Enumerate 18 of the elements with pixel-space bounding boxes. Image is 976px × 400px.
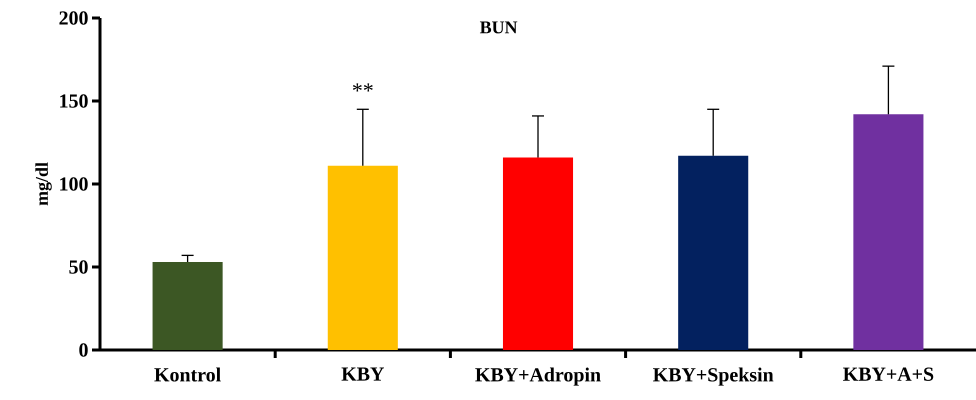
bar bbox=[678, 156, 748, 350]
x-tick-label: KBY+A+S bbox=[843, 368, 934, 381]
y-tick-label: 100 bbox=[60, 177, 88, 191]
x-tick-label: Kontrol bbox=[154, 368, 221, 382]
x-tick-label: KBY+Adropin bbox=[475, 368, 601, 386]
y-tick-label: 0 bbox=[79, 343, 88, 357]
chart-title: BUN bbox=[480, 22, 518, 34]
x-tick-label: KBY+Speksin bbox=[653, 368, 774, 386]
y-tick-label: 50 bbox=[69, 260, 88, 274]
y-tick-label: 200 bbox=[59, 11, 88, 25]
bar bbox=[853, 114, 924, 350]
bar bbox=[328, 166, 398, 350]
annotation: ** bbox=[352, 83, 373, 92]
bar bbox=[502, 157, 574, 350]
bar bbox=[152, 262, 223, 350]
x-tick-label: KBY bbox=[342, 368, 384, 381]
y-tick-label: 150 bbox=[60, 94, 88, 108]
y-axis-title: mg/dl bbox=[35, 162, 52, 206]
